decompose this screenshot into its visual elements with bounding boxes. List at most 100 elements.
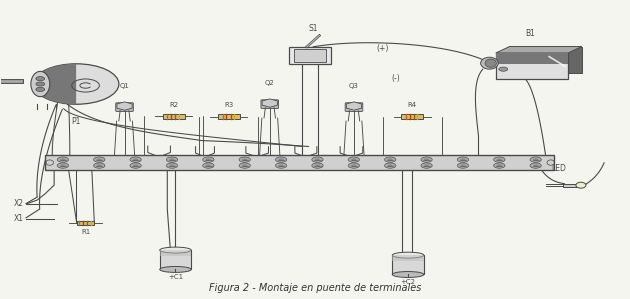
Circle shape [530, 163, 541, 168]
Circle shape [206, 164, 211, 167]
Circle shape [494, 157, 505, 162]
Bar [401, 115, 423, 119]
Circle shape [203, 163, 214, 168]
Circle shape [461, 164, 466, 167]
Bar [392, 255, 424, 261]
Text: R4: R4 [408, 103, 417, 109]
Circle shape [36, 87, 45, 91]
Circle shape [206, 158, 211, 161]
Circle shape [203, 157, 214, 162]
Circle shape [421, 157, 432, 162]
Circle shape [133, 158, 138, 161]
Circle shape [278, 158, 284, 161]
Circle shape [494, 163, 505, 168]
Bar [45, 155, 554, 170]
Circle shape [130, 163, 141, 168]
Text: (+): (+) [376, 44, 389, 53]
Circle shape [457, 157, 469, 162]
Circle shape [275, 163, 287, 168]
FancyBboxPatch shape [261, 100, 278, 109]
Polygon shape [117, 102, 132, 110]
Circle shape [36, 77, 45, 81]
Circle shape [530, 157, 541, 162]
Circle shape [94, 157, 105, 162]
Text: R2: R2 [169, 102, 178, 108]
Circle shape [97, 164, 102, 167]
Text: Figura 2 - Montaje en puente de terminales: Figura 2 - Montaje en puente de terminal… [209, 283, 421, 293]
Circle shape [97, 158, 102, 161]
Ellipse shape [160, 247, 191, 253]
Text: LED: LED [551, 164, 566, 173]
Circle shape [352, 158, 357, 161]
Ellipse shape [485, 59, 496, 67]
Circle shape [315, 158, 320, 161]
Circle shape [497, 158, 502, 161]
Circle shape [242, 158, 247, 161]
Polygon shape [346, 102, 362, 110]
Circle shape [421, 163, 432, 168]
Circle shape [275, 157, 287, 162]
Circle shape [130, 157, 141, 162]
Circle shape [457, 163, 469, 168]
Text: X1: X1 [13, 214, 23, 223]
Circle shape [36, 82, 45, 86]
Circle shape [384, 163, 396, 168]
Circle shape [348, 163, 360, 168]
Ellipse shape [576, 182, 586, 188]
Polygon shape [510, 47, 582, 73]
FancyBboxPatch shape [345, 103, 363, 112]
Circle shape [166, 157, 178, 162]
Bar [392, 255, 424, 274]
Text: +C2: +C2 [401, 279, 416, 285]
Bar [160, 250, 191, 256]
Text: Q3: Q3 [349, 83, 359, 89]
Circle shape [348, 157, 360, 162]
Circle shape [461, 158, 466, 161]
Circle shape [384, 157, 396, 162]
Text: P1: P1 [71, 117, 81, 126]
Circle shape [133, 164, 138, 167]
Circle shape [242, 164, 247, 167]
Circle shape [424, 164, 429, 167]
Ellipse shape [481, 57, 498, 69]
Circle shape [387, 164, 392, 167]
Circle shape [33, 64, 119, 104]
Circle shape [57, 157, 69, 162]
Text: R3: R3 [224, 103, 234, 109]
Circle shape [169, 164, 175, 167]
Wedge shape [33, 64, 76, 104]
Bar [160, 250, 191, 269]
Bar [294, 49, 326, 62]
Text: R1: R1 [81, 229, 90, 235]
Text: +C1: +C1 [168, 274, 183, 280]
Circle shape [312, 157, 323, 162]
Bar [218, 115, 240, 119]
Text: X2: X2 [13, 199, 23, 208]
Circle shape [499, 67, 508, 71]
Ellipse shape [31, 71, 50, 97]
Bar [289, 47, 331, 64]
Circle shape [424, 158, 429, 161]
Circle shape [497, 164, 502, 167]
Polygon shape [496, 47, 582, 53]
Ellipse shape [160, 266, 191, 272]
Circle shape [94, 163, 105, 168]
Circle shape [533, 164, 538, 167]
Bar [496, 53, 568, 79]
Text: B1: B1 [525, 29, 536, 38]
Text: Q2: Q2 [265, 80, 275, 86]
Circle shape [352, 164, 357, 167]
Text: Q1: Q1 [120, 83, 130, 89]
Bar [563, 184, 581, 187]
FancyBboxPatch shape [116, 103, 134, 112]
Circle shape [166, 163, 178, 168]
Circle shape [315, 164, 320, 167]
Bar [496, 53, 568, 63]
Ellipse shape [392, 252, 424, 258]
Polygon shape [262, 99, 277, 107]
Circle shape [60, 158, 66, 161]
Bar [163, 114, 185, 118]
Ellipse shape [392, 271, 424, 277]
Circle shape [60, 164, 66, 167]
Text: (-): (-) [391, 74, 400, 83]
